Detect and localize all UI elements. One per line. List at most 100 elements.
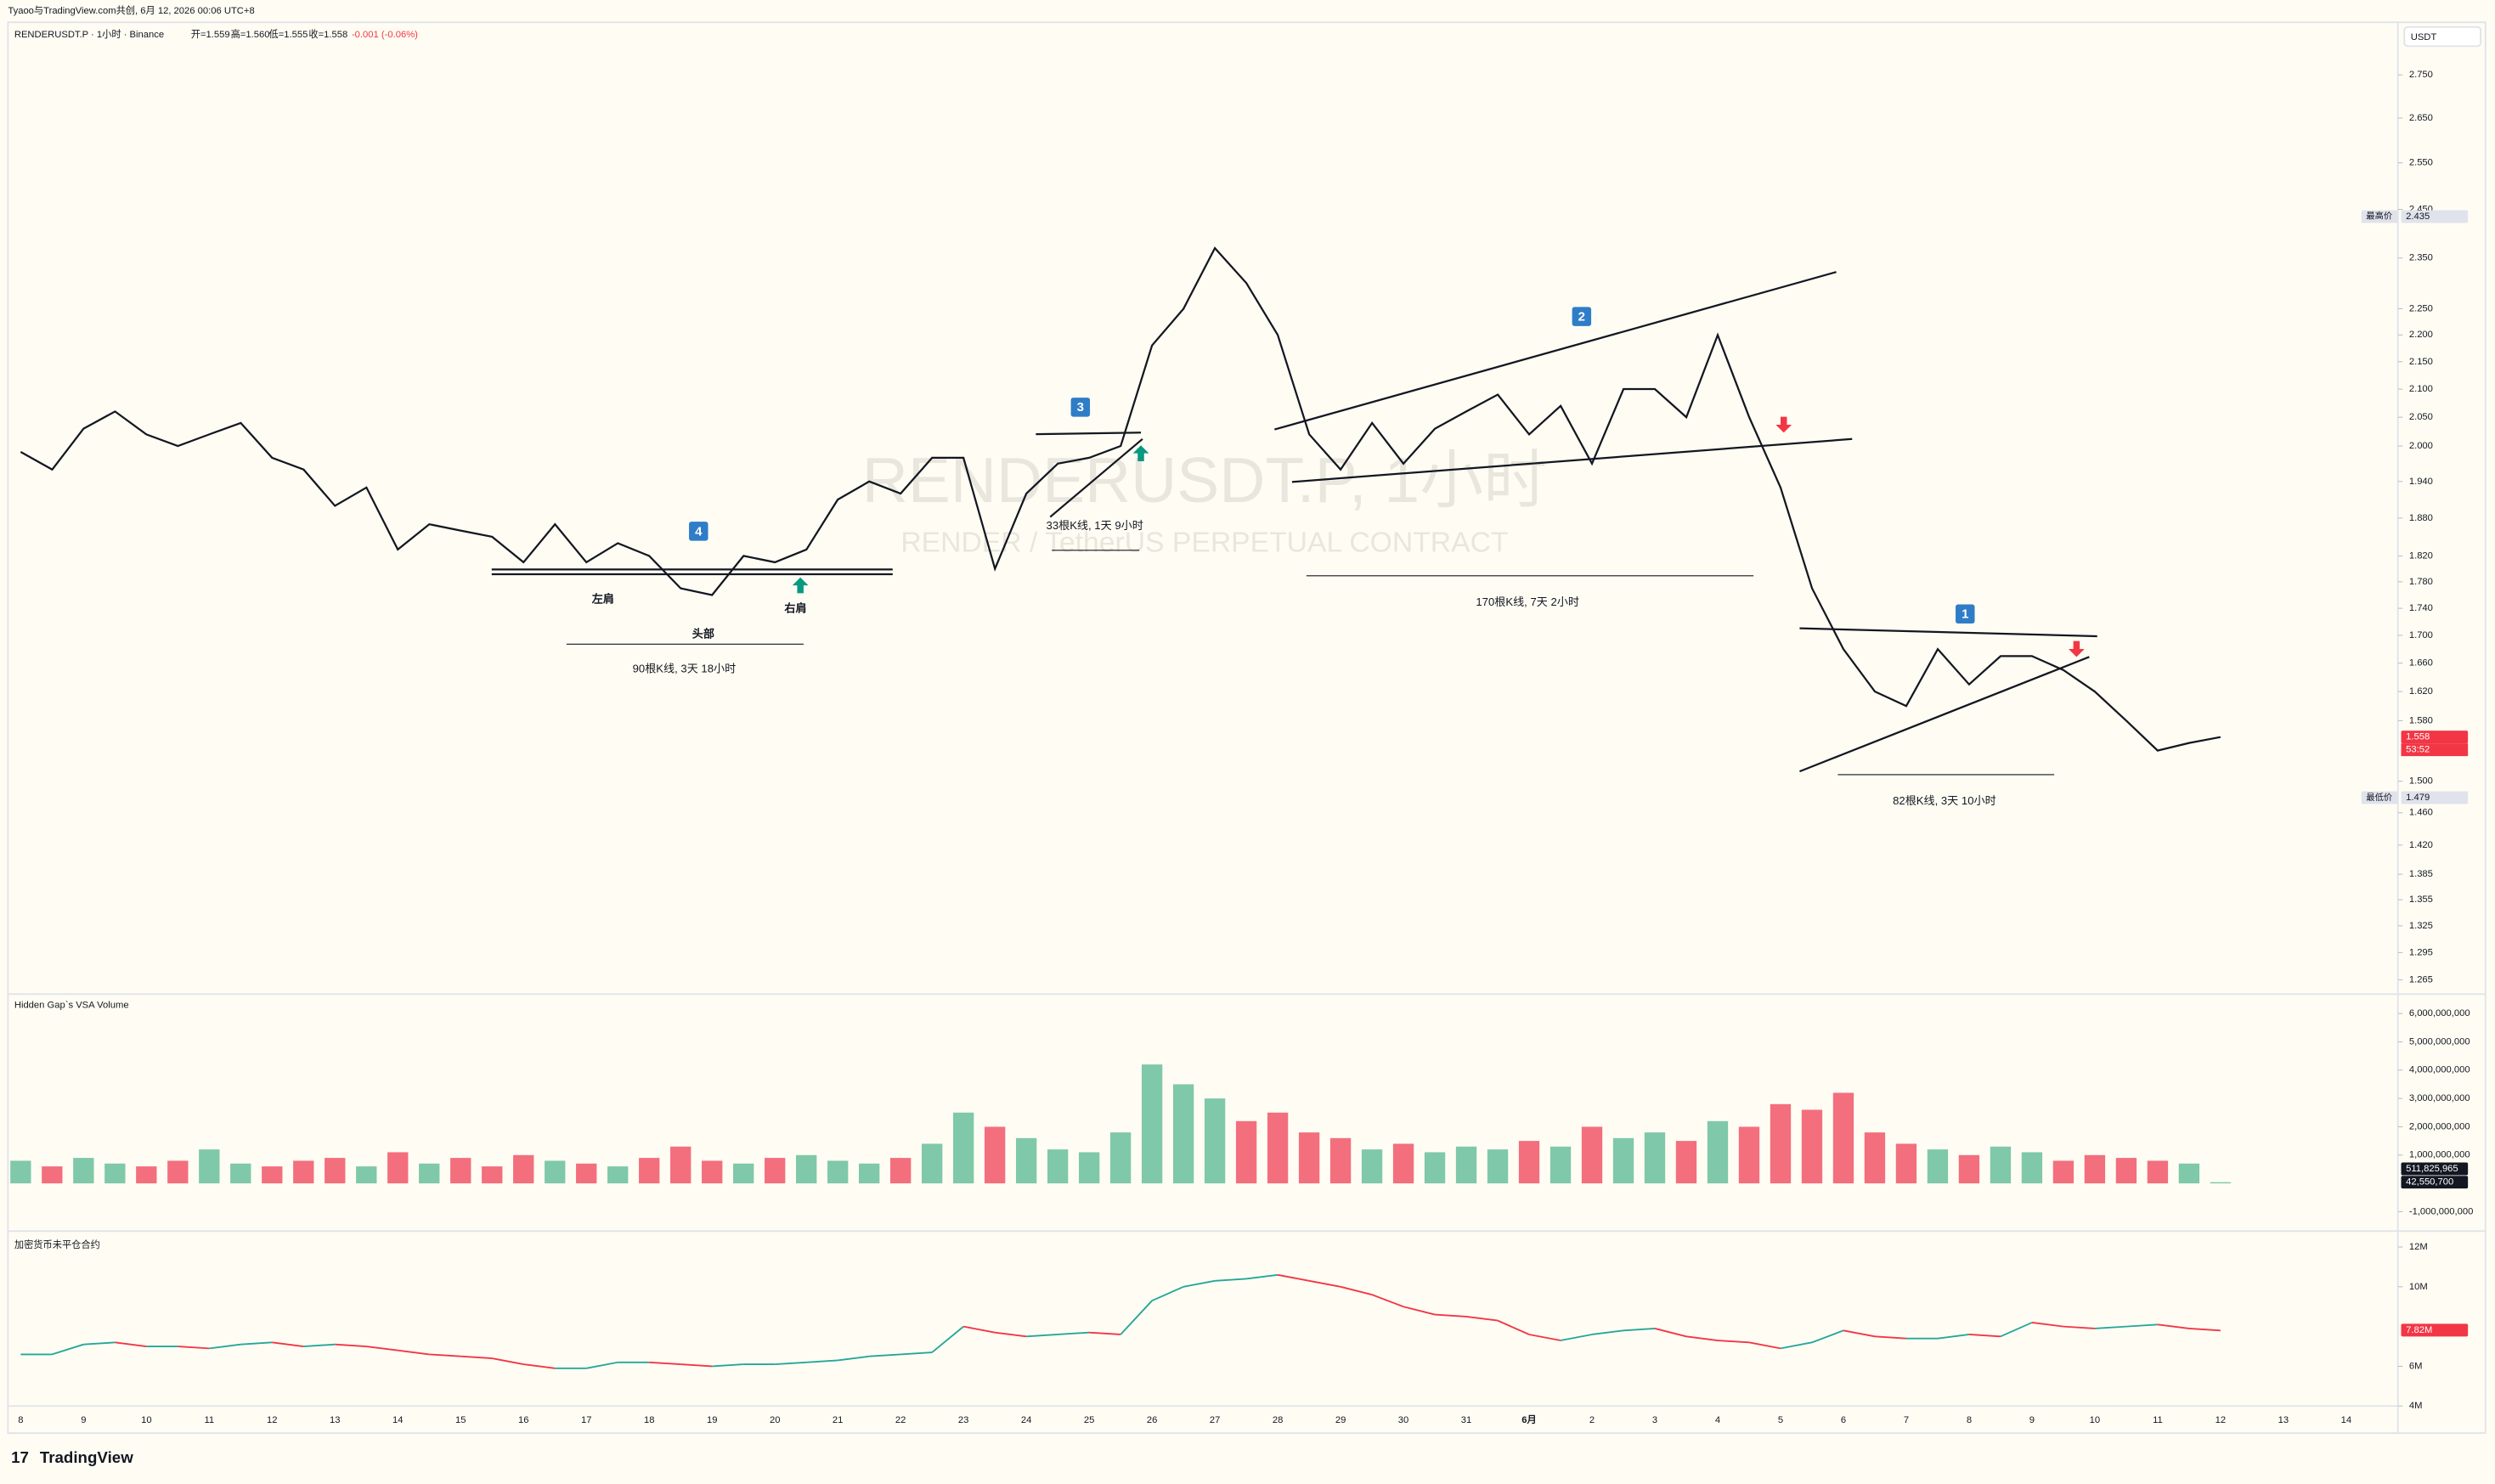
oi-segment — [1403, 1306, 1436, 1316]
marker-tag-box — [2361, 791, 2398, 804]
y-tick-label: 2.100 — [2409, 384, 2433, 394]
oi-segment — [1560, 1334, 1593, 1341]
volume-bar — [1549, 1146, 1572, 1184]
oi-segment — [1340, 1285, 1373, 1296]
volume-bar — [1235, 1120, 1257, 1184]
oi-segment — [962, 1325, 996, 1334]
oi-segment — [2031, 1322, 2064, 1328]
volume-bar — [1895, 1143, 1917, 1184]
volume-bar — [984, 1126, 1006, 1184]
volume-bar — [1329, 1137, 1352, 1184]
x-tick-label: 13 — [330, 1415, 340, 1425]
oi-segment — [1434, 1313, 1467, 1318]
y-tick-label: 5,000,000,000 — [2409, 1036, 2470, 1047]
volume-bar — [136, 1166, 157, 1184]
ohlc-close: 收=1.558 — [308, 28, 347, 40]
oi-segment — [586, 1361, 618, 1369]
oi-segment — [1026, 1334, 1058, 1338]
price-marker — [2401, 210, 2469, 223]
annotation-text: 90根K线, 3天 18小时 — [633, 663, 737, 675]
oi-segment — [1497, 1319, 1530, 1335]
marker-note: 53:52 — [2406, 745, 2430, 755]
x-tick-label: 9 — [81, 1415, 86, 1425]
y-tick-label: 1.700 — [2409, 630, 2433, 640]
volume-bar — [10, 1160, 31, 1184]
x-tick-label: 16 — [518, 1415, 528, 1425]
oi-segment — [1811, 1329, 1844, 1344]
x-tick-label: 11 — [204, 1415, 214, 1425]
y-tick-label: 2.750 — [2409, 70, 2433, 80]
volume-bar — [733, 1163, 754, 1184]
trend-line — [1291, 437, 1853, 483]
volume-bar — [1204, 1098, 1226, 1184]
currency-box[interactable] — [2403, 25, 2482, 48]
annotation-text: 头部 — [692, 627, 714, 640]
annotation-number: 4 — [695, 524, 703, 539]
oi-segment — [995, 1331, 1027, 1338]
x-tick-label: 20 — [770, 1415, 780, 1425]
x-tick-label: 12 — [2216, 1415, 2226, 1425]
volume-bar — [639, 1158, 660, 1184]
y-tick-label: 6M — [2409, 1361, 2423, 1371]
x-tick-label: 2 — [1589, 1415, 1595, 1425]
oi-segment — [775, 1361, 807, 1366]
annotation-number: 2 — [1578, 310, 1585, 324]
y-tick-label: 1.780 — [2409, 577, 2433, 587]
oi-segment — [2125, 1323, 2158, 1328]
volume-bar — [1298, 1132, 1320, 1184]
annotation-badge — [1572, 307, 1592, 326]
volume-bar — [1801, 1109, 1823, 1184]
x-tick-label: 14 — [392, 1415, 403, 1425]
oi-segment — [1748, 1341, 1781, 1350]
oi-segment — [1654, 1328, 1687, 1338]
volume-bar — [2178, 1163, 2200, 1184]
x-tick-label: 8 — [18, 1415, 23, 1425]
annotation-badge — [1070, 398, 1091, 417]
oi-segment — [1937, 1334, 1970, 1340]
volume-bar — [2115, 1158, 2137, 1184]
oi-segment — [2000, 1322, 2033, 1338]
price-marker-label: 7.82M — [2406, 1325, 2432, 1335]
x-tick-label: 27 — [1210, 1415, 1220, 1425]
y-tick-label: 2.650 — [2409, 113, 2433, 123]
ohlc-open: 开=1.559 — [191, 30, 230, 40]
volume-bar — [419, 1163, 440, 1184]
volume-bar — [827, 1160, 849, 1184]
volume-bar — [387, 1152, 409, 1184]
x-tick-label: 24 — [1021, 1415, 1031, 1425]
annotation-text: 82根K线, 3天 10小时 — [1893, 794, 1996, 807]
logo-mark: 17 — [11, 1448, 29, 1466]
volume-bar — [2084, 1154, 2106, 1184]
volume-bar — [796, 1154, 817, 1184]
x-tick-label: 11 — [2153, 1415, 2163, 1425]
y-tick-label: 2.550 — [2409, 158, 2433, 168]
x-tick-label: 3 — [1652, 1415, 1657, 1425]
watermark-description: RENDER / TetherUS PERPETUAL CONTRACT — [900, 526, 1508, 558]
price-marker — [2401, 791, 2469, 804]
volume-bar — [104, 1163, 126, 1184]
volume-bar — [325, 1158, 346, 1184]
x-tick-label: 10 — [2090, 1415, 2100, 1425]
volume-bar — [1424, 1152, 1446, 1184]
x-tick-label: 22 — [895, 1415, 906, 1425]
x-tick-label: 28 — [1273, 1415, 1283, 1425]
oi-segment — [272, 1341, 304, 1347]
ohlc-high: 高=1.560 — [231, 28, 270, 40]
volume-bar — [1455, 1146, 1477, 1184]
oi-segment — [1780, 1341, 1813, 1350]
oi-segment — [366, 1346, 398, 1351]
volume-bar — [450, 1158, 471, 1184]
currency: USDT — [2411, 32, 2437, 42]
oi-segment — [335, 1343, 367, 1347]
oi-segment — [178, 1346, 210, 1350]
oi-segment — [2157, 1323, 2190, 1329]
volume-bar — [42, 1166, 63, 1184]
y-tick-label: 4M — [2409, 1401, 2423, 1411]
y-tick-label: 1.500 — [2409, 776, 2433, 787]
y-tick-label: 1.820 — [2409, 550, 2433, 561]
x-tick-label: 4 — [1715, 1415, 1720, 1425]
x-tick-label: 17 — [581, 1415, 591, 1425]
y-tick-label: 2.200 — [2409, 330, 2433, 340]
